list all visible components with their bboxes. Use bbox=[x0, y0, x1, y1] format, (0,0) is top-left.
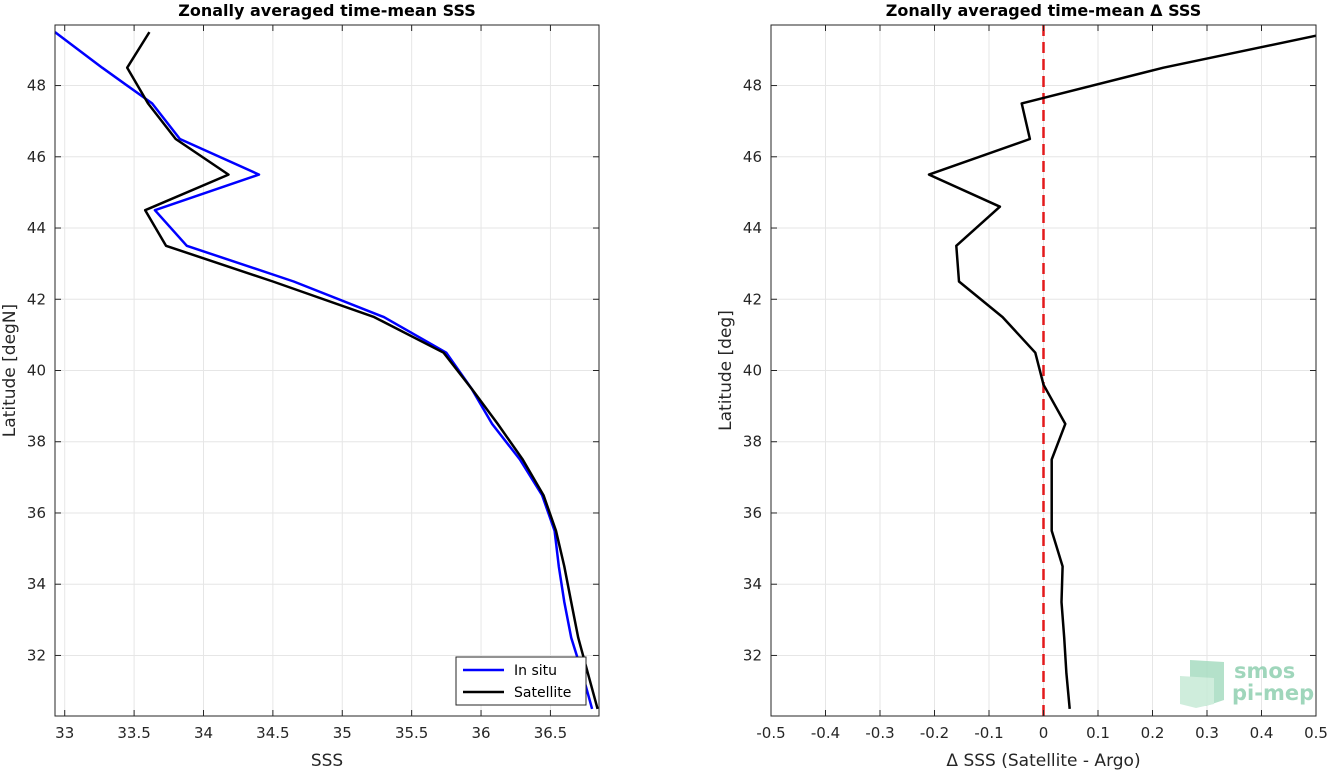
legend-box bbox=[455, 656, 587, 706]
y-tick-label: 44 bbox=[743, 219, 762, 237]
y-tick-label: 34 bbox=[743, 575, 762, 593]
x-tick-label: -0.1 bbox=[974, 724, 1003, 742]
series-line-delta-sss bbox=[927, 34, 1317, 710]
x-tick-label: 0.2 bbox=[1141, 724, 1165, 742]
x-tick-label: -0.4 bbox=[811, 724, 840, 742]
y-tick-label: 32 bbox=[743, 646, 762, 664]
y-tick-label: 44 bbox=[27, 219, 46, 237]
y-tick-label: 32 bbox=[27, 646, 46, 664]
y-tick-label: 38 bbox=[743, 433, 762, 451]
y-tick-label: 46 bbox=[27, 148, 46, 166]
x-tick-label: 0.1 bbox=[1086, 724, 1110, 742]
x-tick-label: 35 bbox=[333, 724, 352, 742]
logo-graphic-front bbox=[1180, 676, 1214, 708]
x-axis-label: SSS bbox=[311, 751, 343, 770]
x-tick-label: -0.3 bbox=[865, 724, 894, 742]
x-tick-label: 35.5 bbox=[395, 724, 428, 742]
series-line-satellite bbox=[125, 31, 599, 710]
y-tick-label: 40 bbox=[743, 362, 762, 380]
x-tick-label: 33 bbox=[55, 724, 74, 742]
legend-label-satellite: Satellite bbox=[514, 685, 571, 701]
x-tick-label: 0 bbox=[1039, 724, 1049, 742]
x-tick-label: 33.5 bbox=[117, 724, 150, 742]
y-axis-label: Latitude [deg] bbox=[716, 310, 736, 431]
right-panel-delta-sss: -0.5 -0.4 -0.3 -0.2 -0.1 0 0.1 0.2 0.3 0.4 0.5 32 34… bbox=[716, 1, 1328, 770]
y-tick-label: 48 bbox=[27, 77, 46, 95]
y-axis-label: Latitude [degN] bbox=[0, 304, 20, 437]
x-tick-label: 36.5 bbox=[534, 724, 567, 742]
x-tick-label: 34.5 bbox=[256, 724, 289, 742]
legend-label-in-situ: In situ bbox=[514, 663, 557, 679]
logo-text-smos: smos bbox=[1234, 659, 1295, 683]
y-tick-label: 36 bbox=[743, 504, 762, 522]
smos-pi-mep-logo: smos pi-mep bbox=[1180, 659, 1314, 708]
y-tick-label: 38 bbox=[27, 433, 46, 451]
x-tick-label: 0.3 bbox=[1195, 724, 1219, 742]
x-tick-label: -0.2 bbox=[920, 724, 949, 742]
x-tick-label: 34 bbox=[194, 724, 213, 742]
y-tick-label: 42 bbox=[27, 290, 46, 308]
logo-text-pi-mep: pi-mep bbox=[1232, 681, 1314, 705]
y-tick-label: 34 bbox=[27, 575, 46, 593]
x-tick-label: 0.4 bbox=[1250, 724, 1274, 742]
x-tick-label: 0.5 bbox=[1304, 724, 1328, 742]
left-legend: In situ Satellite bbox=[455, 656, 587, 706]
x-tick-label: -0.5 bbox=[756, 724, 785, 742]
x-axis-label: Δ SSS (Satellite - Argo) bbox=[946, 751, 1140, 770]
y-tick-label: 42 bbox=[743, 290, 762, 308]
x-tick-label: 36 bbox=[471, 724, 490, 742]
chart-title: Zonally averaged time-mean Δ SSS bbox=[886, 1, 1202, 20]
left-panel-sss: 33 33.5 34 34.5 35 35.5 36 36.5 32 34 36 38 40 42 44 46… bbox=[0, 1, 600, 770]
chart-title: Zonally averaged time-mean SSS bbox=[178, 1, 476, 20]
y-tick-label: 46 bbox=[743, 148, 762, 166]
y-tick-label: 40 bbox=[27, 362, 46, 380]
y-tick-label: 48 bbox=[743, 77, 762, 95]
y-tick-label: 36 bbox=[27, 504, 46, 522]
